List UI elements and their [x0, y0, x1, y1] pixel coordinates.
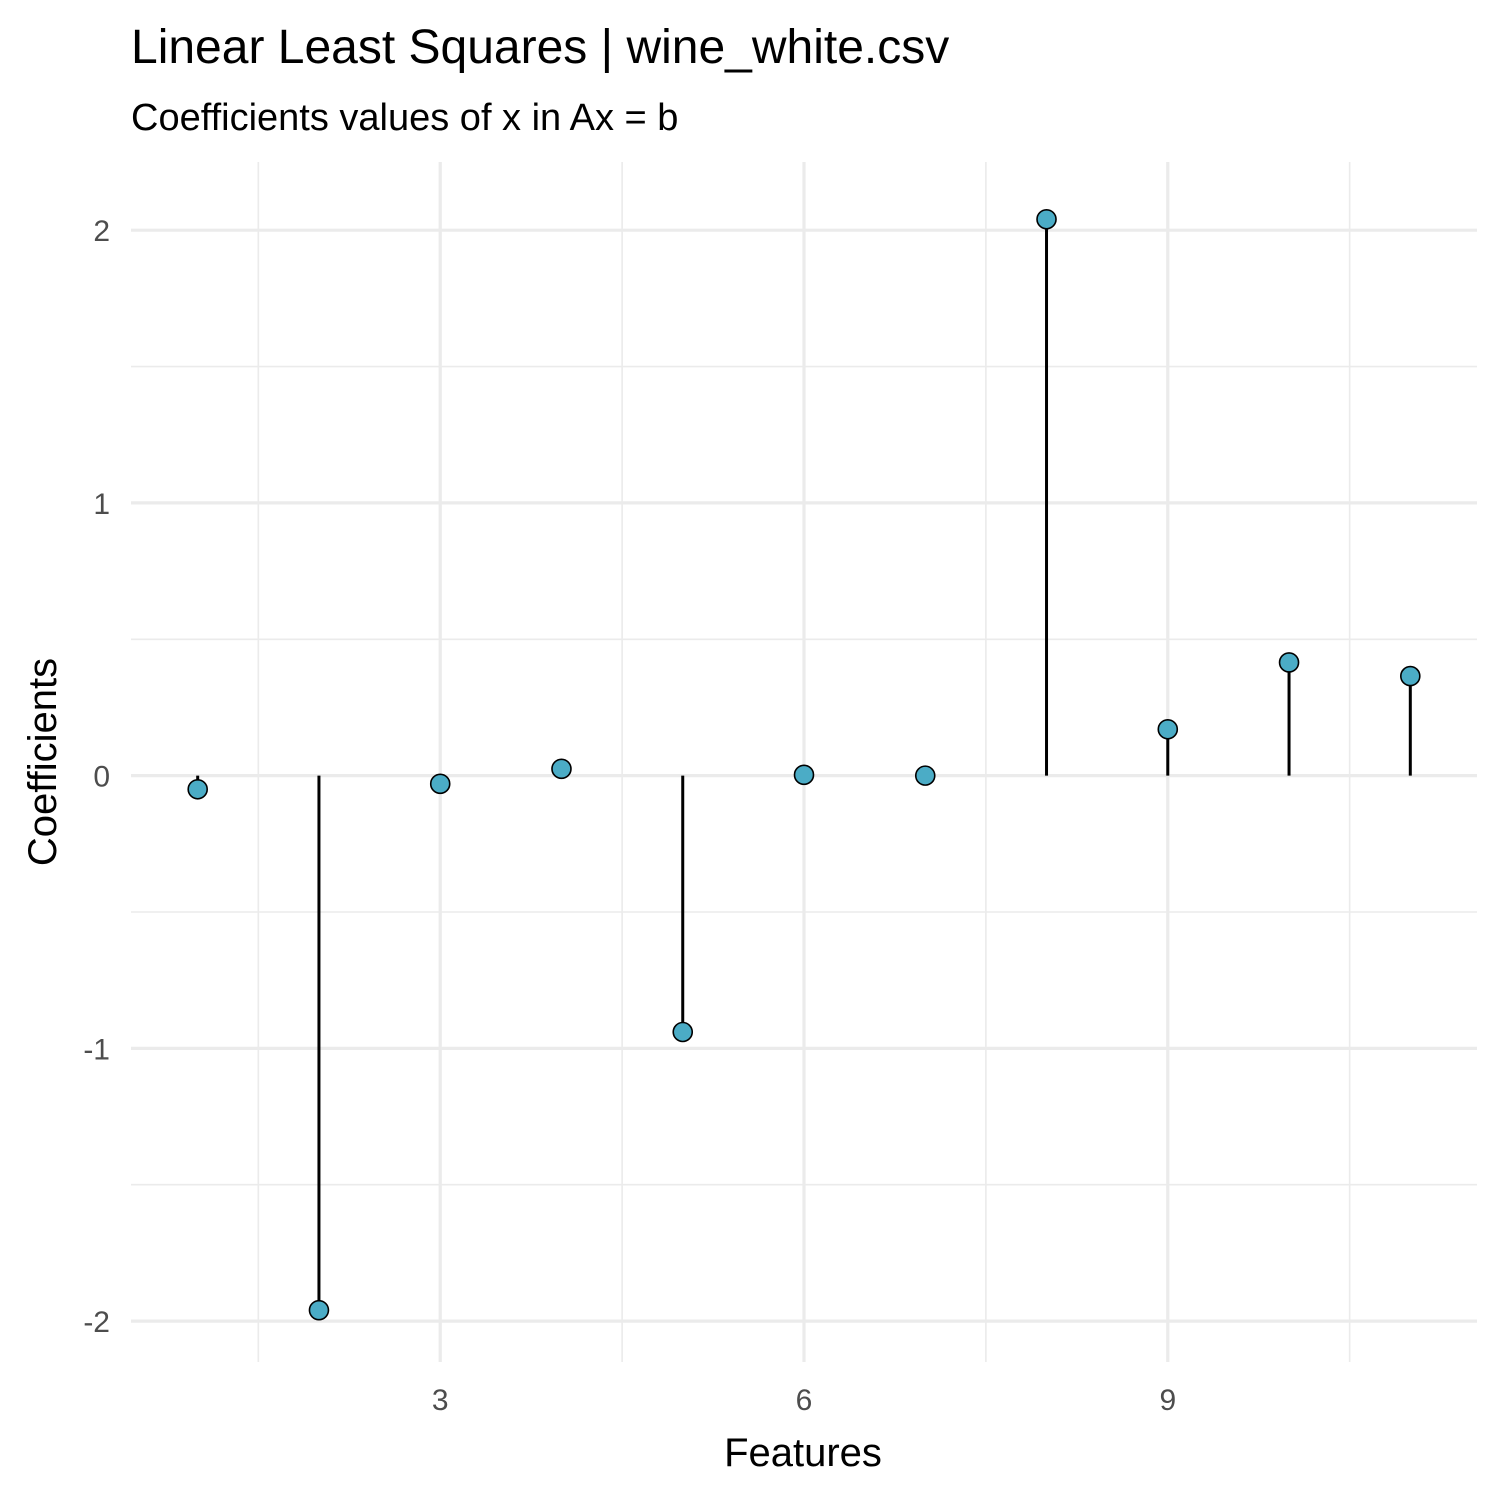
y-tick-label: -1 [83, 1033, 110, 1066]
coefficient-points [187, 208, 1421, 1321]
y-axis-tick-labels: -2 -1 0 1 2 [83, 215, 110, 1339]
coefficient-point [793, 764, 815, 786]
y-tick-label: 0 [93, 761, 110, 794]
coefficient-point [551, 758, 572, 780]
y-tick-label: 2 [93, 215, 110, 248]
chart-title: Linear Least Squares | wine_white.csv [131, 21, 949, 74]
chart-subtitle: Coefficients values of x in Ax = b [131, 97, 678, 139]
y-tick-label: -2 [83, 1306, 110, 1339]
coefficient-point [429, 773, 451, 795]
coefficient-point [1400, 665, 1421, 687]
y-tick-label: 1 [93, 488, 110, 521]
y-axis-title: Coefficients [21, 658, 65, 866]
grid-lines [131, 162, 1477, 1362]
x-tick-label: 3 [432, 1384, 449, 1417]
coefficient-point [914, 765, 936, 786]
x-axis-title: Features [724, 1431, 882, 1475]
coefficient-point [308, 1299, 330, 1321]
coefficient-point [1278, 652, 1300, 673]
x-axis-tick-labels: 3 6 9 [432, 1384, 1176, 1417]
coefficient-point [1036, 208, 1057, 230]
coefficient-point [672, 1021, 694, 1043]
x-tick-label: 6 [796, 1384, 813, 1417]
coefficient-point [187, 778, 208, 800]
x-tick-label: 9 [1159, 1384, 1176, 1417]
coefficient-stems [196, 219, 1412, 1311]
coefficient-point [1157, 718, 1179, 740]
